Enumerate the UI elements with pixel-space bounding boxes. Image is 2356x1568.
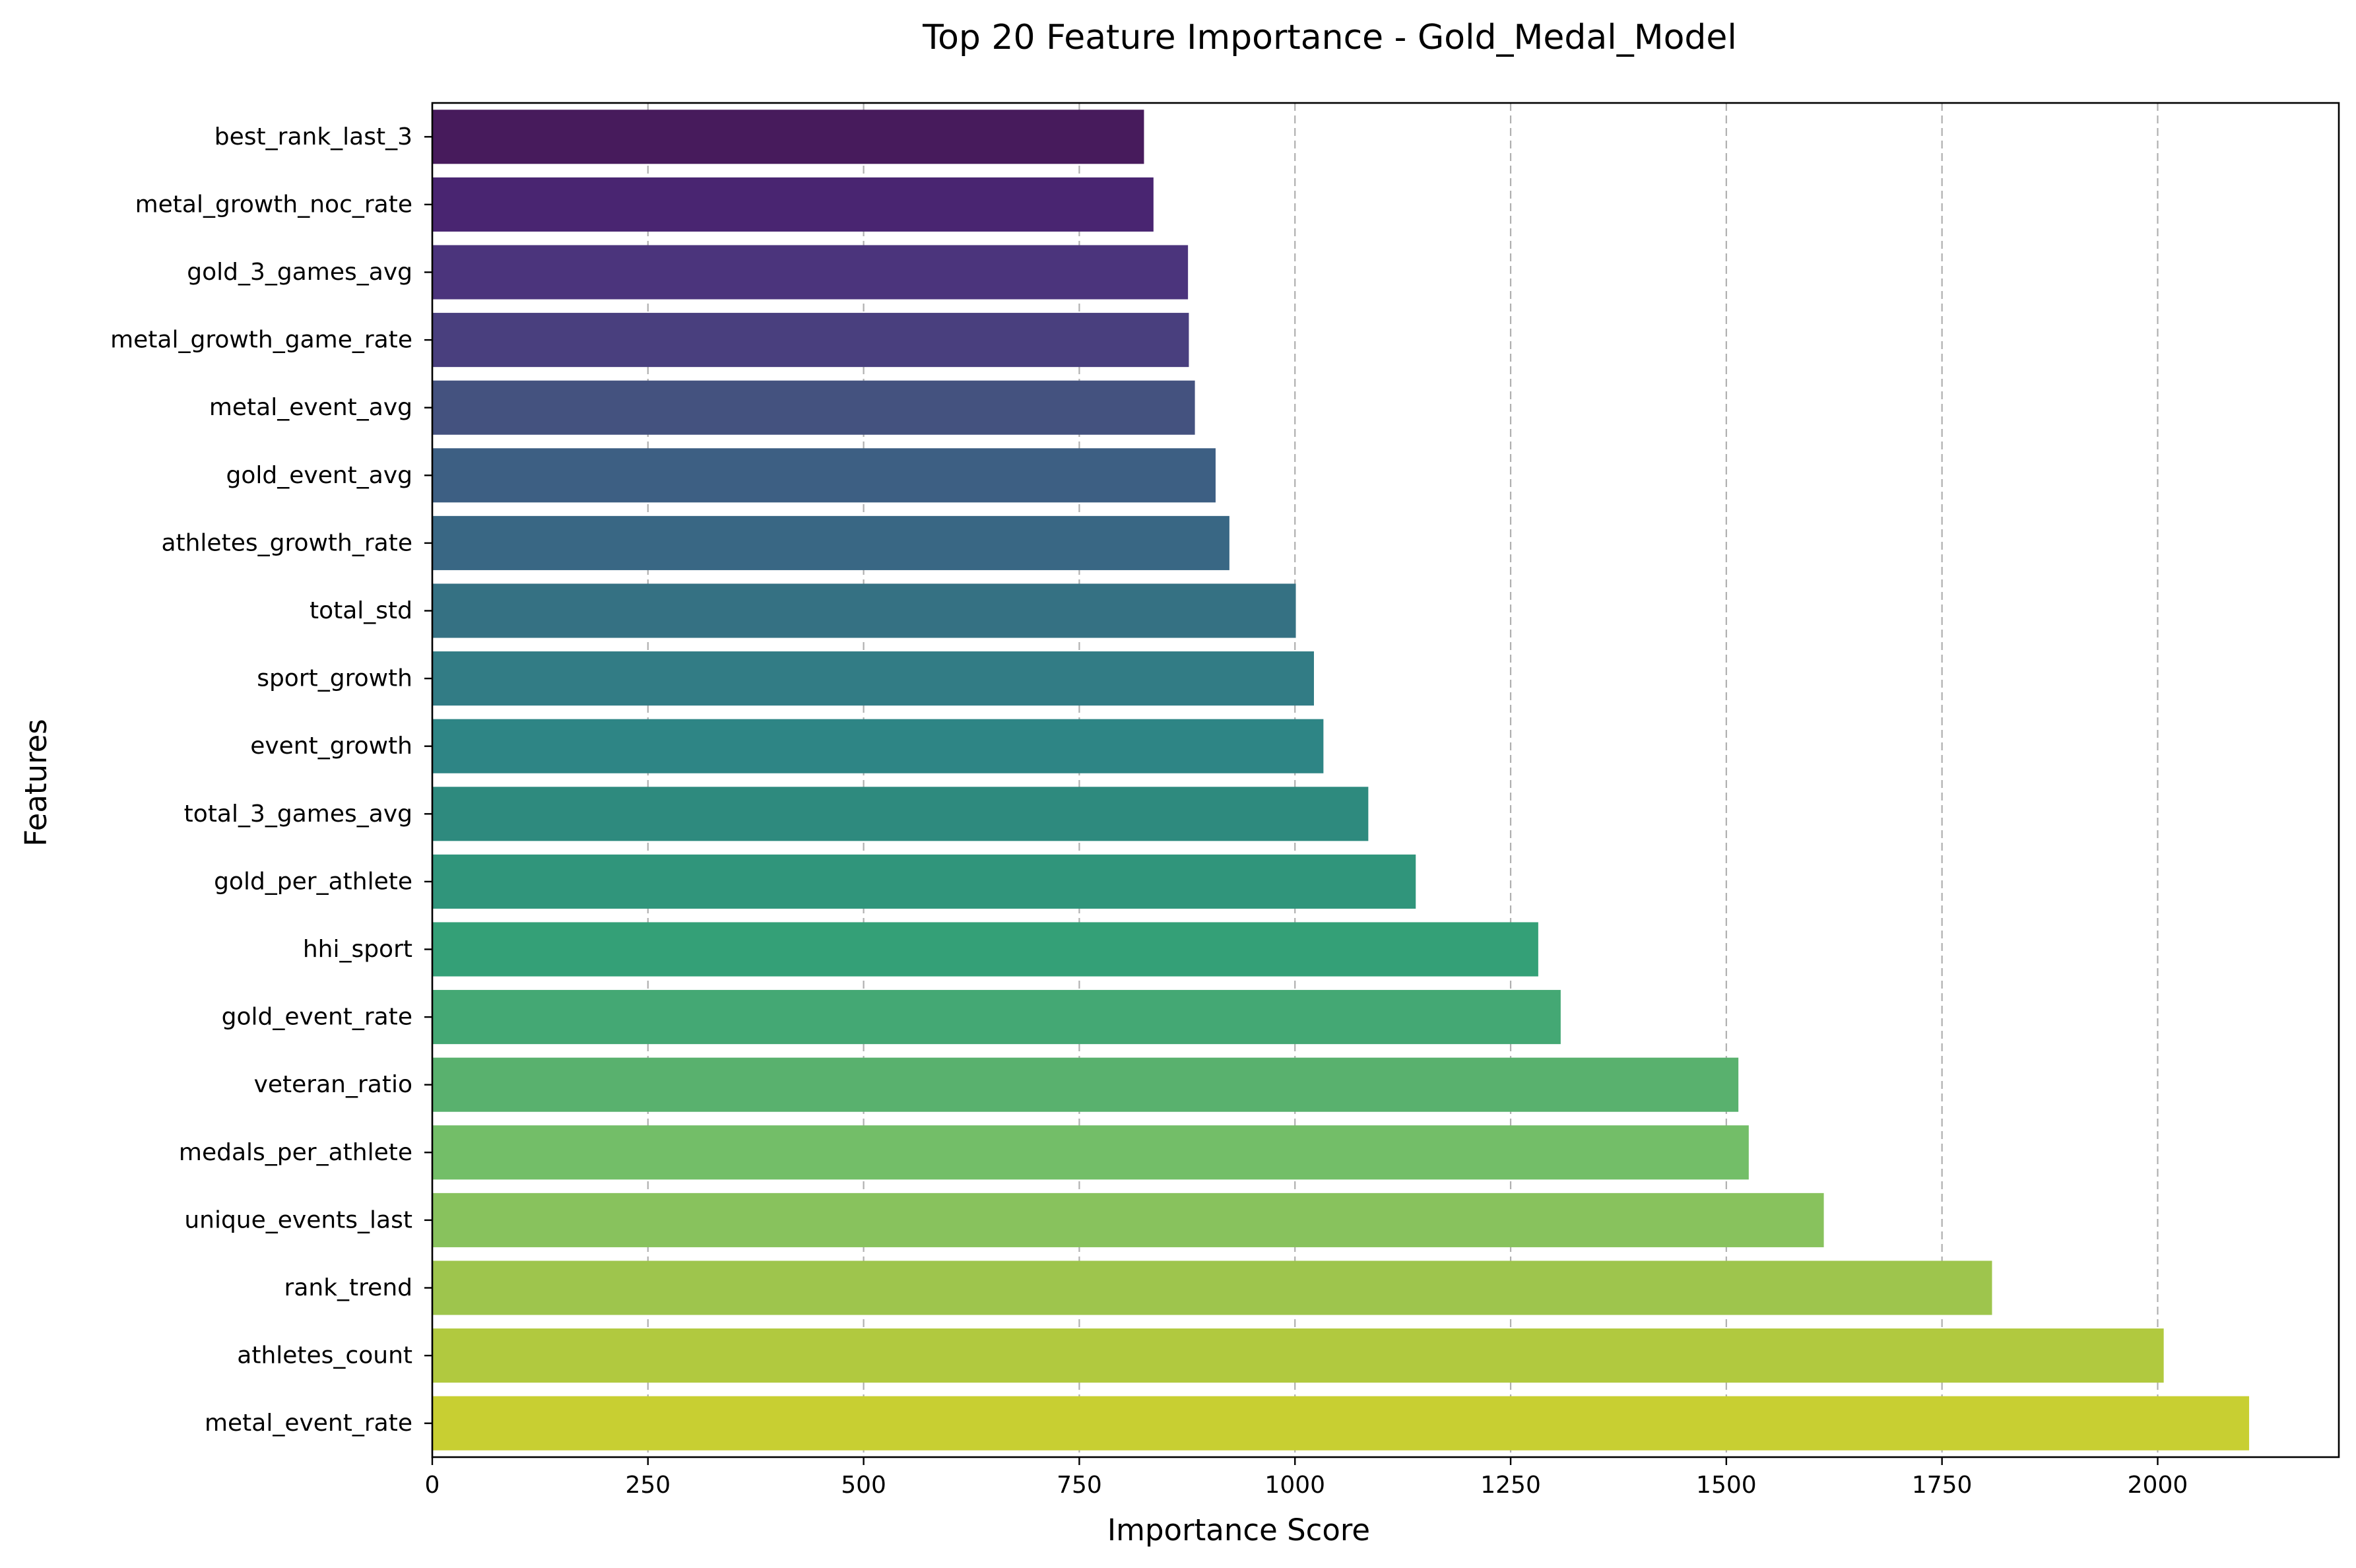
- bar-metal-growth-noc-rate: [432, 177, 1154, 232]
- y-tick-label: metal_event_rate: [205, 1410, 412, 1437]
- bar-best-rank-last-3: [432, 110, 1144, 164]
- y-tick-label: best_rank_last_3: [214, 123, 412, 150]
- x-axis-label: Importance Score: [1107, 1513, 1370, 1548]
- bar-gold-3-games-avg: [432, 245, 1189, 300]
- y-tick-label: metal_growth_game_rate: [110, 327, 412, 354]
- x-tick-label: 0: [425, 1472, 440, 1499]
- y-tick-label: event_growth: [250, 733, 412, 760]
- x-tick-label: 750: [1057, 1472, 1102, 1499]
- bar-athletes-count: [432, 1328, 2164, 1383]
- x-tick-label: 1500: [1696, 1472, 1757, 1499]
- y-tick-label: athletes_growth_rate: [161, 529, 412, 556]
- x-tick-label: 1750: [1912, 1472, 1973, 1499]
- bars: [432, 110, 2250, 1451]
- x-tick-label: 2000: [2128, 1472, 2188, 1499]
- bar-total-3-games-avg: [432, 787, 1369, 841]
- x-axis-ticks: 0 250 500 750 1000 1250 1500 1750 2000: [425, 1457, 2188, 1499]
- y-tick-label: metal_event_avg: [209, 394, 412, 421]
- bar-gold-event-rate: [432, 990, 1561, 1045]
- bar-gold-per-athlete: [432, 854, 1416, 909]
- y-tick-label: gold_event_rate: [222, 1004, 412, 1031]
- bar-unique-events-last: [432, 1192, 1824, 1247]
- bar-rank-trend: [432, 1260, 1992, 1315]
- bar-total-std: [432, 583, 1296, 638]
- y-tick-label: rank_trend: [284, 1274, 412, 1301]
- y-tick-label: veteran_ratio: [254, 1071, 412, 1098]
- bar-athletes-growth-rate: [432, 515, 1229, 570]
- bar-sport-growth: [432, 651, 1314, 706]
- bar-gold-event-avg: [432, 448, 1216, 503]
- bar-metal-event-avg: [432, 380, 1195, 435]
- x-tick-label: 250: [625, 1472, 671, 1499]
- y-tick-label: sport_growth: [257, 665, 412, 692]
- x-tick-label: 1250: [1480, 1472, 1541, 1499]
- bar-metal-event-rate: [432, 1396, 2250, 1451]
- y-tick-label: total_3_games_avg: [184, 800, 412, 828]
- y-tick-label: gold_per_athlete: [214, 868, 412, 895]
- y-tick-label: athletes_count: [237, 1342, 412, 1369]
- y-tick-label: gold_3_games_avg: [187, 259, 412, 286]
- x-tick-label: 1000: [1264, 1472, 1325, 1499]
- y-tick-label: hhi_sport: [303, 936, 412, 963]
- y-axis-ticks: best_rank_last_3 metal_growth_noc_rategol…: [110, 123, 432, 1437]
- bar-veteran-ratio: [432, 1057, 1739, 1112]
- y-tick-label: total_std: [310, 597, 412, 624]
- y-tick-label: unique_events_last: [184, 1206, 412, 1233]
- plot-frame: [431, 102, 2340, 1458]
- y-axis-label: Features: [18, 719, 53, 847]
- bar-medals-per-athlete: [432, 1125, 1749, 1180]
- y-tick-label: medals_per_athlete: [179, 1139, 412, 1166]
- y-tick-label: gold_event_avg: [226, 462, 412, 489]
- bar-hhi-sport: [432, 922, 1538, 977]
- chart-title: Top 20 Feature Importance - Gold_Medal_M…: [922, 18, 1737, 57]
- bar-event-growth: [432, 719, 1324, 773]
- y-tick-label: metal_growth_noc_rate: [135, 191, 412, 218]
- x-tick-label: 500: [841, 1472, 886, 1499]
- bar-metal-growth-game-rate: [432, 313, 1189, 368]
